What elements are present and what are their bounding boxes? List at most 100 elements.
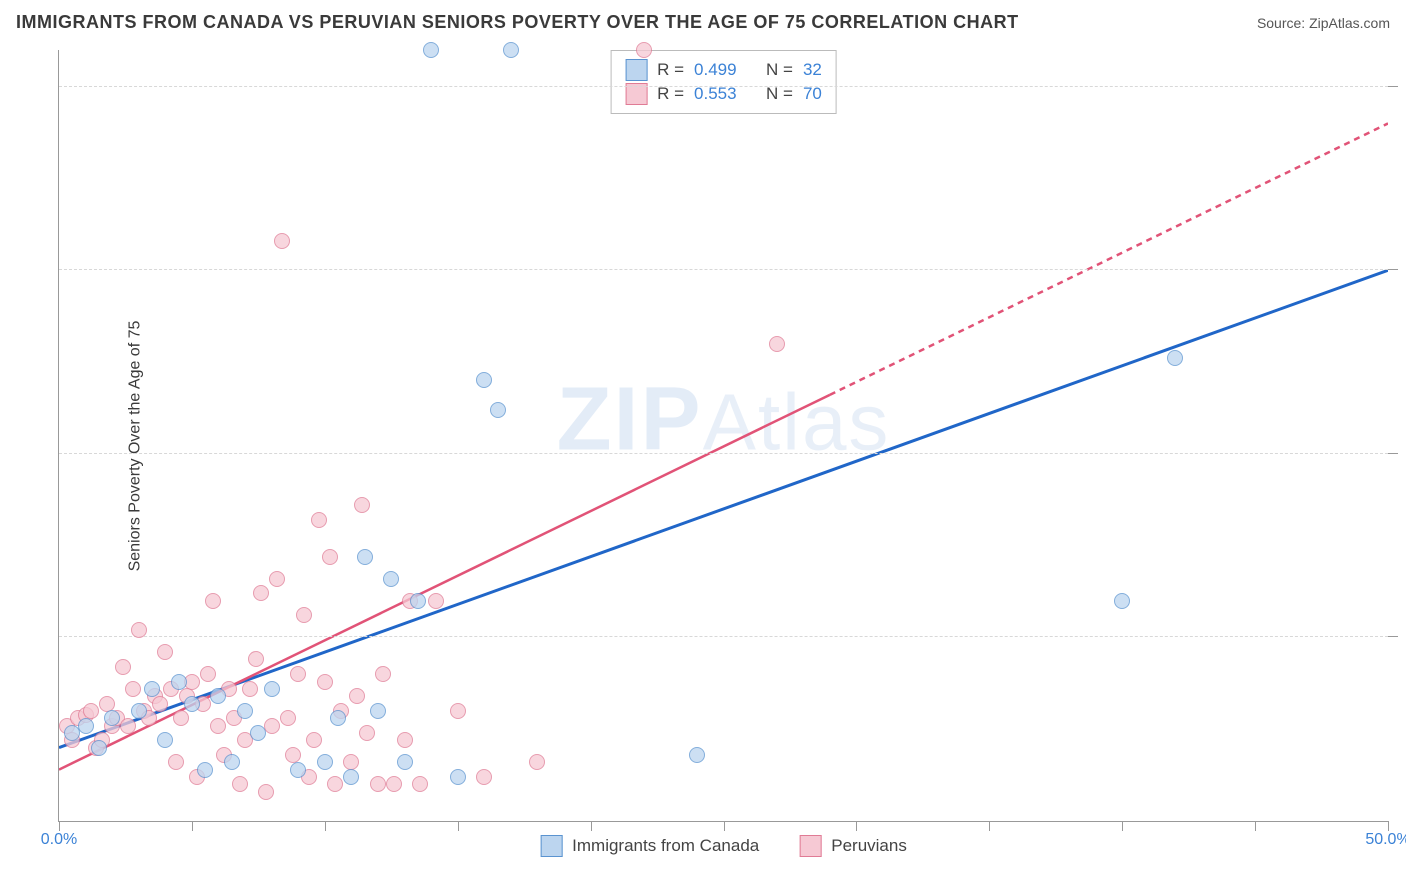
data-point: [322, 549, 338, 565]
data-point: [120, 718, 136, 734]
data-point: [99, 696, 115, 712]
data-point: [397, 754, 413, 770]
data-point: [397, 732, 413, 748]
x-tick-mark: [989, 821, 990, 831]
data-point: [290, 762, 306, 778]
stats-row-canada: R = 0.499 N = 32: [625, 59, 822, 81]
legend-label-peruvians: Peruvians: [831, 836, 907, 856]
r-value-peruvians: 0.553: [694, 84, 737, 104]
data-point: [210, 688, 226, 704]
data-point: [285, 747, 301, 763]
swatch-canada-icon: [540, 835, 562, 857]
data-point: [232, 776, 248, 792]
data-point: [450, 703, 466, 719]
data-point: [168, 754, 184, 770]
x-tick-mark: [856, 821, 857, 831]
data-point: [242, 681, 258, 697]
data-point: [131, 622, 147, 638]
data-point: [357, 549, 373, 565]
y-tick-mark: [1388, 269, 1398, 270]
data-point: [1114, 593, 1130, 609]
data-point: [317, 674, 333, 690]
data-point: [248, 651, 264, 667]
y-tick-label: 100.0%: [1396, 78, 1406, 96]
data-point: [689, 747, 705, 763]
data-point: [306, 732, 322, 748]
scatter-plot: ZIPAtlas R = 0.499 N = 32 R = 0.553 N = …: [58, 50, 1388, 822]
data-point: [152, 696, 168, 712]
data-point: [269, 571, 285, 587]
data-point: [1167, 350, 1183, 366]
chart-title: IMMIGRANTS FROM CANADA VS PERUVIAN SENIO…: [16, 12, 1019, 33]
data-point: [490, 402, 506, 418]
data-point: [104, 710, 120, 726]
n-label: N =: [766, 60, 793, 80]
x-tick-mark: [591, 821, 592, 831]
n-value-canada: 32: [803, 60, 822, 80]
legend-item-peruvians: Peruvians: [799, 835, 907, 857]
x-tick-mark: [59, 821, 60, 831]
chart-source: Source: ZipAtlas.com: [1257, 15, 1390, 31]
swatch-peruvians-icon: [799, 835, 821, 857]
data-point: [327, 776, 343, 792]
trend-lines: [59, 50, 1388, 821]
x-tick-mark: [325, 821, 326, 831]
x-tick-mark: [192, 821, 193, 831]
data-point: [200, 666, 216, 682]
x-tick-mark: [1255, 821, 1256, 831]
data-point: [173, 710, 189, 726]
data-point: [171, 674, 187, 690]
n-label: N =: [766, 84, 793, 104]
stats-legend: R = 0.499 N = 32 R = 0.553 N = 70: [610, 50, 837, 114]
x-tick-mark: [1388, 821, 1389, 831]
gridline: [59, 86, 1388, 87]
data-point: [184, 696, 200, 712]
y-tick-label: 25.0%: [1396, 628, 1406, 646]
y-tick-label: 50.0%: [1396, 445, 1406, 463]
gridline: [59, 453, 1388, 454]
data-point: [237, 703, 253, 719]
data-point: [264, 681, 280, 697]
y-tick-mark: [1388, 86, 1398, 87]
data-point: [354, 497, 370, 513]
data-point: [476, 769, 492, 785]
data-point: [349, 688, 365, 704]
data-point: [317, 754, 333, 770]
r-label: R =: [657, 60, 684, 80]
data-point: [636, 42, 652, 58]
data-point: [450, 769, 466, 785]
data-point: [423, 42, 439, 58]
data-point: [412, 776, 428, 792]
y-tick-mark: [1388, 453, 1398, 454]
watermark-zip: ZIP: [557, 370, 703, 470]
x-tick-label: 0.0%: [41, 831, 77, 849]
x-tick-label: 50.0%: [1365, 831, 1406, 849]
data-point: [343, 754, 359, 770]
data-point: [476, 372, 492, 388]
data-point: [428, 593, 444, 609]
y-tick-label: 75.0%: [1396, 261, 1406, 279]
data-point: [115, 659, 131, 675]
data-point: [91, 740, 107, 756]
data-point: [205, 593, 221, 609]
x-tick-mark: [1122, 821, 1123, 831]
chart-header: IMMIGRANTS FROM CANADA VS PERUVIAN SENIO…: [16, 12, 1390, 33]
data-point: [253, 585, 269, 601]
data-point: [144, 681, 160, 697]
data-point: [359, 725, 375, 741]
data-point: [250, 725, 266, 741]
data-point: [224, 754, 240, 770]
x-tick-mark: [458, 821, 459, 831]
data-point: [529, 754, 545, 770]
data-point: [83, 703, 99, 719]
legend-item-canada: Immigrants from Canada: [540, 835, 759, 857]
r-label: R =: [657, 84, 684, 104]
data-point: [131, 703, 147, 719]
legend-label-canada: Immigrants from Canada: [572, 836, 759, 856]
data-point: [157, 644, 173, 660]
r-value-canada: 0.499: [694, 60, 737, 80]
data-point: [125, 681, 141, 697]
data-point: [280, 710, 296, 726]
data-point: [343, 769, 359, 785]
data-point: [197, 762, 213, 778]
